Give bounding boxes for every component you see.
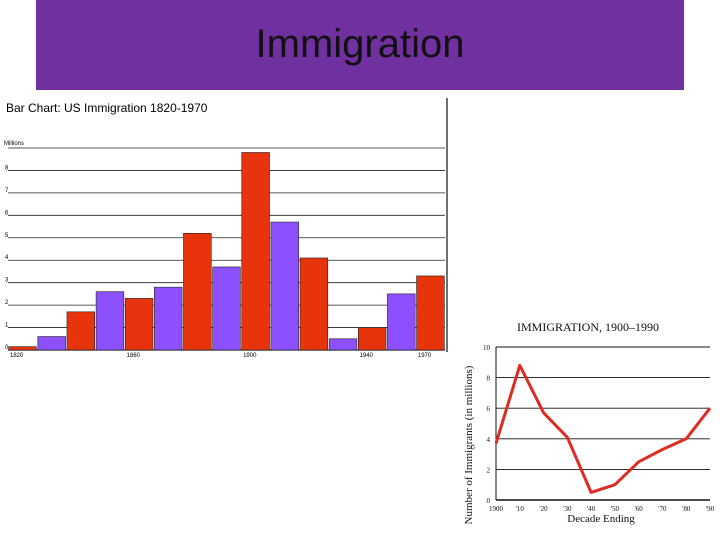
bar-chart-grid bbox=[8, 147, 445, 351]
line-x-tick-label: '40 bbox=[587, 505, 596, 513]
line-y-tick-label: 6 bbox=[487, 405, 491, 413]
line-x-tick-label: '80 bbox=[682, 505, 691, 513]
bar-x-tick-label: 1970 bbox=[418, 353, 432, 359]
bar bbox=[416, 275, 445, 351]
slide-title: Immigration bbox=[255, 22, 465, 66]
bar bbox=[124, 298, 154, 351]
bar-y-tick-label: 6 bbox=[5, 210, 9, 216]
bar bbox=[66, 311, 96, 351]
bar-x-tick-label: 1940 bbox=[360, 353, 374, 359]
line-chart-ylabel: Number of Immigrants (in millions) bbox=[463, 365, 475, 524]
bar bbox=[387, 293, 416, 351]
bar-y-tick-label: 7 bbox=[5, 188, 9, 194]
bar-chart-x-tick-labels: 1820 1860 1900 1940 1970 bbox=[10, 353, 432, 359]
bar-y-tick-label: 8 bbox=[5, 165, 9, 171]
bar-x-tick-label: 1900 bbox=[243, 353, 257, 359]
line-x-tick-label: '10 bbox=[516, 505, 525, 513]
bar bbox=[299, 257, 329, 351]
line-x-tick-label: '30 bbox=[563, 505, 572, 513]
line-chart: IMMIGRATION, 1900–1990 Number of Immigra… bbox=[463, 320, 715, 525]
bar-y-tick-label: 1 bbox=[5, 323, 9, 329]
line-x-tick-label: '20 bbox=[539, 505, 548, 513]
line-x-tick-label: '90 bbox=[706, 505, 715, 513]
line-x-tick-label: 1900 bbox=[489, 505, 504, 513]
line-chart-y-tick-labels: 0 2 4 6 8 10 bbox=[483, 344, 491, 505]
bar-y-tick-label: 2 bbox=[5, 300, 9, 306]
line-y-tick-label: 2 bbox=[487, 466, 491, 474]
line-chart-grid bbox=[495, 346, 710, 501]
bar bbox=[37, 336, 66, 351]
bar-x-tick-label: 1860 bbox=[127, 353, 141, 359]
line-y-tick-label: 10 bbox=[483, 344, 491, 352]
line-x-tick-label: '60 bbox=[635, 505, 644, 513]
bar-chart: Bar Chart: US Immigration 1820-1970 Mill… bbox=[4, 98, 448, 359]
title-banner: Immigration bbox=[36, 0, 684, 90]
bar-chart-bars bbox=[8, 152, 445, 351]
line-x-tick-label: '50 bbox=[611, 505, 620, 513]
bar bbox=[95, 291, 125, 351]
bar-y-tick-label: 4 bbox=[5, 255, 9, 261]
bar-chart-title: Bar Chart: US Immigration 1820-1970 bbox=[6, 101, 208, 115]
line-y-tick-label: 8 bbox=[487, 375, 491, 383]
line-chart-title: IMMIGRATION, 1900–1990 bbox=[517, 320, 659, 334]
bar bbox=[8, 346, 37, 351]
bar-chart-y-tick-labels: 0 1 2 3 4 5 6 7 8 bbox=[5, 165, 9, 351]
bar-x-tick-label: 1820 bbox=[10, 353, 24, 359]
bar bbox=[183, 232, 212, 351]
bar bbox=[270, 221, 299, 351]
bar bbox=[357, 327, 387, 351]
bar-y-tick-label: 5 bbox=[5, 233, 9, 239]
bar-y-tick-label: 0 bbox=[5, 345, 9, 351]
line-chart-x-tick-labels: 1900 '10 '20 '30 '40 '50 '60 '70 '80 '90 bbox=[489, 505, 715, 513]
bar bbox=[154, 286, 183, 351]
bar-chart-ylabel: Millions bbox=[4, 141, 24, 147]
line-x-tick-label: '70 bbox=[658, 505, 667, 513]
bar bbox=[328, 338, 358, 351]
bar-y-tick-label: 3 bbox=[5, 278, 9, 284]
line-chart-xlabel: Decade Ending bbox=[567, 513, 635, 525]
line-y-tick-label: 0 bbox=[487, 497, 491, 505]
bar bbox=[241, 152, 270, 351]
line-chart-series bbox=[494, 363, 712, 494]
line-y-tick-label: 4 bbox=[487, 436, 491, 444]
bar bbox=[212, 266, 241, 351]
